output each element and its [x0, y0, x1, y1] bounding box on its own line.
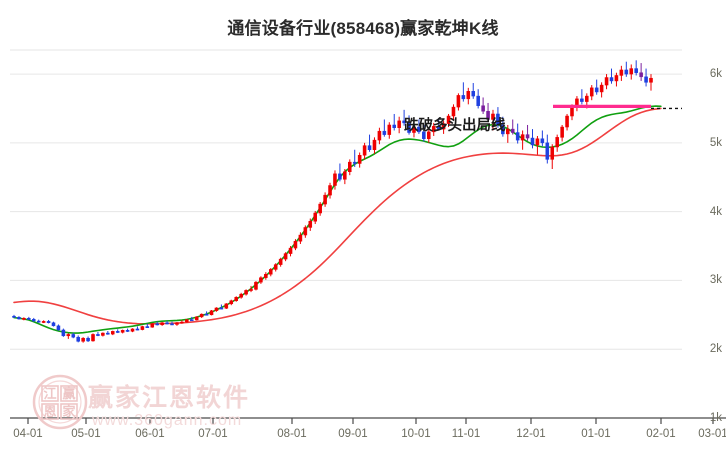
- x-axis-tick-label: 06-01: [135, 428, 165, 440]
- candlestick-series: [12, 60, 653, 343]
- gridlines: [10, 49, 682, 419]
- y-axis-tick-label: 5k: [709, 136, 722, 149]
- ma-fast-line: [13, 105, 662, 334]
- x-axis-tick-label: 03-01: [698, 428, 726, 440]
- x-axis-tick-label: 05-01: [71, 428, 101, 440]
- y-axis-tick-label: 1k: [709, 412, 722, 424]
- ma-slow-line: [13, 107, 662, 325]
- page-title: 通信设备行业(858468)赢家乾坤K线: [227, 19, 499, 38]
- annotation-label: 跌破多头出局线: [404, 118, 506, 134]
- axis-lines: [10, 417, 726, 424]
- y-axis-tick-label: 3k: [709, 274, 722, 287]
- x-axis-tick-label: 12-01: [516, 428, 546, 440]
- x-axis-tick-label: 07-01: [198, 428, 228, 440]
- x-axis-tick-label: 11-01: [451, 428, 481, 440]
- x-axis-tick-label: 04-01: [13, 428, 43, 440]
- x-axis-tick-label: 10-01: [401, 428, 431, 440]
- y-axis-tick-label: 4k: [709, 205, 722, 218]
- x-axis-tick-label: 02-01: [646, 428, 676, 440]
- x-axis-tick-label: 08-01: [277, 428, 307, 440]
- y-axis-tick-label: 6k: [709, 68, 722, 81]
- y-axis-tick-label: 2k: [709, 343, 722, 356]
- x-axis-tick-label: 09-01: [338, 428, 368, 440]
- x-axis-tick-label: 01-01: [581, 428, 611, 440]
